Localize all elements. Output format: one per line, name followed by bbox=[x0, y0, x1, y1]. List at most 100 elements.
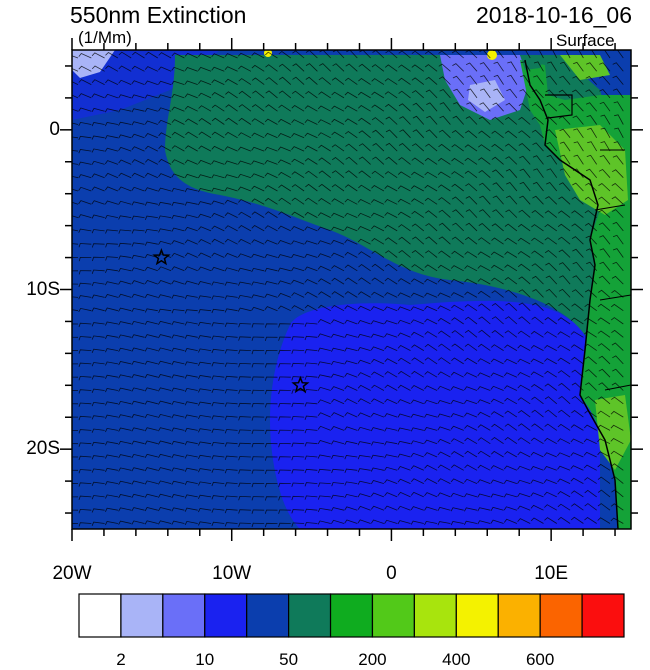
wind-barb bbox=[184, 334, 198, 339]
wind-barb bbox=[559, 275, 571, 285]
wind-barb bbox=[357, 398, 371, 405]
wind-barb bbox=[72, 323, 79, 325]
wind-barb bbox=[450, 265, 464, 272]
wind-barb bbox=[291, 211, 305, 218]
wind-barb bbox=[144, 387, 158, 392]
wind-barb bbox=[198, 414, 212, 420]
wind-barb bbox=[211, 53, 225, 59]
wind-barb bbox=[118, 520, 132, 525]
wind-barb bbox=[104, 281, 118, 286]
wind-barb bbox=[552, 50, 558, 59]
wind-barb bbox=[612, 221, 624, 232]
wind-barb bbox=[506, 50, 518, 59]
wind-barb bbox=[278, 416, 291, 421]
wind-barb bbox=[171, 266, 185, 272]
wind-barb bbox=[464, 450, 478, 458]
wind-barb bbox=[305, 76, 318, 85]
wind-barb bbox=[612, 355, 624, 365]
wind-barb bbox=[410, 427, 424, 432]
wind-barb bbox=[291, 292, 305, 298]
wind-barb bbox=[104, 186, 119, 192]
wind-barb bbox=[131, 293, 145, 298]
wind-barb bbox=[91, 186, 105, 192]
wind-barb bbox=[72, 376, 79, 378]
wind-barb bbox=[597, 451, 611, 458]
wind-barb bbox=[331, 468, 345, 474]
wind-barb bbox=[104, 172, 119, 179]
wind-barb bbox=[477, 493, 491, 498]
wind-barb bbox=[331, 265, 345, 272]
wind-barb bbox=[317, 386, 331, 391]
wind-barb bbox=[144, 120, 158, 125]
wind-barb bbox=[559, 141, 571, 152]
wind-barb bbox=[578, 50, 584, 59]
wind-barb bbox=[491, 450, 504, 458]
wind-barb bbox=[464, 464, 478, 471]
wind-barb bbox=[224, 522, 238, 527]
wind-barb bbox=[545, 288, 558, 298]
wind-barb bbox=[78, 455, 92, 461]
wind-barb bbox=[503, 372, 518, 378]
wind-barb bbox=[451, 144, 464, 152]
wind-barb bbox=[411, 143, 425, 152]
wind-barb bbox=[224, 308, 238, 313]
wind-barb bbox=[465, 222, 478, 232]
wind-barb bbox=[251, 403, 265, 408]
wind-barb bbox=[518, 116, 531, 125]
wind-barb bbox=[145, 51, 159, 59]
wind-barb bbox=[131, 427, 145, 432]
wind-barb bbox=[437, 385, 451, 391]
wind-barb bbox=[251, 52, 265, 59]
wind-barb bbox=[465, 183, 478, 192]
wind-barb bbox=[184, 93, 198, 99]
wind-barb bbox=[331, 482, 345, 487]
wind-barb bbox=[118, 507, 132, 512]
wind-barb bbox=[531, 209, 544, 218]
wind-barb bbox=[78, 161, 92, 166]
wind-barb bbox=[251, 198, 265, 205]
wind-barb bbox=[184, 173, 198, 179]
wind-barb bbox=[305, 90, 318, 99]
wind-barb bbox=[158, 187, 172, 192]
wind-barb bbox=[491, 302, 504, 312]
wind-barb bbox=[78, 295, 92, 300]
wind-barb bbox=[158, 308, 172, 314]
wind-barb bbox=[158, 480, 172, 485]
wind-barb bbox=[586, 261, 598, 272]
wind-barb bbox=[424, 357, 438, 365]
wind-barb bbox=[464, 278, 478, 285]
high-extinction-spot bbox=[264, 50, 272, 57]
wind-barb bbox=[397, 384, 411, 391]
wind-barb bbox=[531, 409, 544, 418]
wind-barb bbox=[571, 382, 584, 391]
wind-barb bbox=[91, 281, 105, 287]
wind-barb bbox=[91, 455, 105, 460]
wind-barb bbox=[611, 329, 624, 338]
wind-barb bbox=[291, 336, 305, 341]
wind-barb bbox=[105, 256, 118, 261]
wind-barb bbox=[118, 454, 132, 459]
wind-barb bbox=[477, 399, 491, 405]
wind-barb bbox=[251, 64, 265, 72]
wind-barb bbox=[184, 361, 198, 366]
wind-barb bbox=[105, 427, 118, 433]
wind-barb bbox=[158, 360, 172, 365]
wind-barb bbox=[131, 440, 145, 445]
wind-barb bbox=[278, 522, 291, 528]
wind-barb bbox=[224, 335, 238, 341]
wind-barb bbox=[410, 491, 424, 498]
wind-barb bbox=[490, 251, 504, 258]
wind-barb bbox=[198, 226, 212, 232]
wind-barb bbox=[411, 157, 425, 165]
wind-barb bbox=[198, 131, 212, 139]
wind-barb bbox=[411, 385, 424, 391]
wind-barb bbox=[583, 464, 597, 471]
units-label: (1/Mm) bbox=[78, 28, 132, 47]
wind-barb bbox=[517, 397, 531, 405]
wind-barb bbox=[251, 253, 265, 258]
wind-barb bbox=[370, 480, 385, 485]
wind-barb bbox=[238, 429, 251, 434]
wind-barb bbox=[504, 344, 518, 351]
wind-barb bbox=[131, 172, 145, 179]
